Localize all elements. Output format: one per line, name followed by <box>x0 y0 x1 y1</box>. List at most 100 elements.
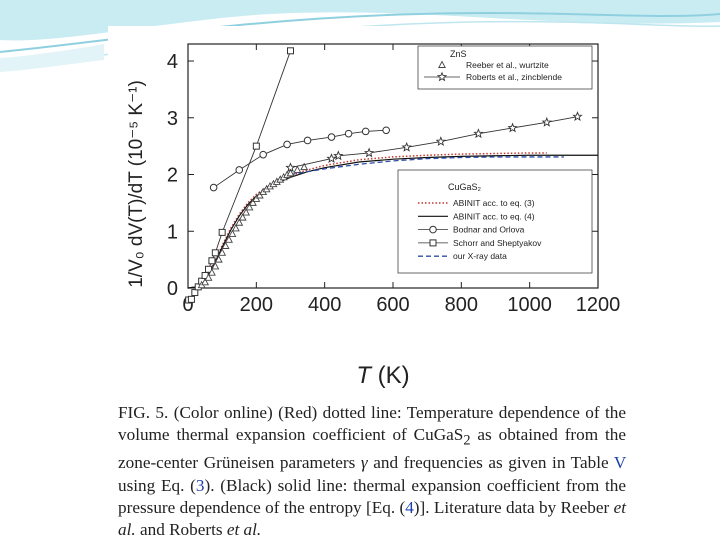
x-tick-label-400: 400 <box>308 294 341 316</box>
caption-text-1: (Color online) (Red) dotted line: Temper… <box>118 403 626 445</box>
caption-etal-2: et al. <box>226 520 262 540</box>
data-point-bodnar-and-orlova-7 <box>361 127 370 136</box>
legend-cugas2-label-2: Bodnar and Orlova <box>453 225 525 235</box>
caption-text-4: using Eq. ( <box>118 475 196 495</box>
data-point-bodnar-and-orlova-8 <box>382 126 390 135</box>
slide-card <box>108 26 630 538</box>
left-corner-band <box>0 44 104 72</box>
data-point-reeber-et-al-wurtzite-7 <box>221 241 230 249</box>
y-axis-label: 1/V₀ dV(T)/dT (10⁻⁵ K⁻¹) <box>126 80 147 288</box>
caption-etal-1: et al. <box>118 498 626 540</box>
data-point-bodnar-and-orlova-1 <box>235 166 244 174</box>
y-tick-label-0: 0 <box>167 278 178 300</box>
legend-cugas2-label-1: ABINIT acc. to eq. (4) <box>453 211 535 221</box>
data-point-roberts-et-al-zincblende-6 <box>473 128 484 139</box>
data-point-roberts-et-al-zincblende-0 <box>285 162 296 173</box>
legend-cugas2: CuGaS₂ ABINIT acc. to eq. (3) ABINIT acc. … <box>397 169 593 274</box>
y-tick-label-4: 4 <box>167 51 178 73</box>
data-point-reeber-et-al-wurtzite-8 <box>225 235 233 243</box>
data-point-reeber-et-al-wurtzite-2 <box>204 273 213 281</box>
legend-zns-title: ZnS <box>450 49 467 59</box>
data-point-reeber-et-al-wurtzite-6 <box>218 248 227 256</box>
tick-marks <box>187 44 599 289</box>
data-point-roberts-et-al-zincblende-9 <box>572 111 583 122</box>
caption-text-5: ). (Black) solid line: thermal expansion… <box>118 475 627 518</box>
x-tick-label-0: 0 <box>182 294 193 316</box>
data-point-bodnar-and-orlova-5 <box>327 133 336 141</box>
data-point-roberts-et-al-zincblende-2 <box>333 150 344 161</box>
data-point-roberts-et-al-zincblende-7 <box>507 122 518 133</box>
figure-caption: FIG. 5. (Color online) (Red) dotted line… <box>118 402 626 542</box>
caption-eq4-link[interactable]: 4 <box>405 498 414 518</box>
data-point-reeber-et-al-wurtzite-12 <box>238 213 247 221</box>
x-tick-label-1000: 1000 <box>507 294 551 316</box>
y-tick-label-1: 1 <box>167 221 178 243</box>
data-point-schorr-and-sheptyakov-9 <box>218 228 226 236</box>
y-tick-label-2: 2 <box>167 165 178 187</box>
series-line-bodnar-and-orlova <box>213 129 387 188</box>
x-tick-label-1200: 1200 <box>576 294 621 316</box>
data-point-bodnar-and-orlova-2 <box>259 150 267 159</box>
data-point-roberts-et-al-zincblende-5 <box>435 136 446 147</box>
series-roberts-et-al-zincblende <box>285 111 583 173</box>
data-point-reeber-et-al-wurtzite-4 <box>211 261 220 270</box>
x-axis-label-symbol: T <box>356 362 373 389</box>
data-point-reeber-et-al-wurtzite-1 <box>201 277 210 286</box>
series-reeber-et-al-wurtzite <box>197 162 309 289</box>
data-point-reeber-et-al-wurtzite-9 <box>228 229 237 238</box>
data-point-reeber-et-al-wurtzite-27 <box>293 165 302 173</box>
data-point-bodnar-and-orlova-0 <box>209 183 218 192</box>
caption-text-3: and frequencies as given in Table <box>367 453 614 473</box>
data-point-reeber-et-al-wurtzite-14 <box>245 202 254 211</box>
data-point-reeber-et-al-wurtzite-11 <box>235 218 244 226</box>
data-point-reeber-et-al-wurtzite-26 <box>286 168 295 177</box>
data-point-reeber-et-al-wurtzite-28 <box>300 162 309 171</box>
caption-table-link[interactable]: V <box>613 453 626 473</box>
legend-zns-marker-1 <box>436 71 448 82</box>
series-line-our-x-ray-data <box>290 156 564 176</box>
legend-zns-label-0: Reeber et al., wurtzite <box>466 60 549 70</box>
caption-subscript-2: 2 <box>463 432 471 449</box>
legend-zns-label-1: Roberts et al., zincblende <box>466 72 562 82</box>
data-point-roberts-et-al-zincblende-1 <box>326 153 337 164</box>
data-point-roberts-et-al-zincblende-3 <box>363 147 375 158</box>
x-tick-label-200: 200 <box>240 294 273 316</box>
caption-eq3-link[interactable]: 3 <box>195 475 205 495</box>
caption-text-2: as obtained from the zone-center Grüneis… <box>118 425 626 473</box>
data-point-bodnar-and-orlova-3 <box>283 140 291 149</box>
data-point-schorr-and-sheptyakov-2 <box>191 289 199 297</box>
tick-labels: 0 200 400 600 800 1000 1200 0 1 2 3 4 <box>167 51 620 316</box>
top-wave-band <box>0 0 720 41</box>
data-point-reeber-et-al-wurtzite-10 <box>231 223 240 232</box>
series-abinit-acc-to-eq-3 <box>187 152 547 289</box>
y-tick-label-3: 3 <box>167 108 178 130</box>
x-tick-label-800: 800 <box>445 294 478 316</box>
legend-cugas2-marker-3 <box>429 239 437 247</box>
caption-text-6: )]. Literature data by Reeber <box>413 498 614 518</box>
series-our-x-ray-data <box>290 156 564 176</box>
data-point-reeber-et-al-wurtzite-15 <box>248 198 257 206</box>
x-axis-label-unit: (K) <box>371 362 410 389</box>
legend-zns-marker-0 <box>438 60 446 68</box>
data-point-schorr-and-sheptyakov-8 <box>211 249 219 257</box>
caption-text-7: and Roberts <box>135 520 227 540</box>
data-point-reeber-et-al-wurtzite-5 <box>214 255 223 263</box>
data-point-reeber-et-al-wurtzite-13 <box>242 208 251 216</box>
x-tick-label-600: 600 <box>376 294 409 316</box>
data-point-schorr-and-sheptyakov-11 <box>287 47 294 55</box>
data-point-roberts-et-al-zincblende-8 <box>541 116 552 127</box>
series-schorr-and-sheptyakov <box>185 47 294 304</box>
legend-cugas2-label-3: Schorr and Sheptyakov <box>453 238 542 248</box>
caption-gamma: γ <box>360 453 368 473</box>
data-point-schorr-and-sheptyakov-1 <box>187 295 195 303</box>
data-point-reeber-et-al-wurtzite-3 <box>207 268 216 276</box>
data-point-schorr-and-sheptyakov-10 <box>252 142 260 150</box>
data-point-bodnar-and-orlova-4 <box>303 136 312 145</box>
series-bodnar-and-orlova <box>209 126 390 192</box>
data-point-bodnar-and-orlova-6 <box>344 129 353 138</box>
series-line-schorr-and-sheptyakov <box>188 50 291 301</box>
series-layer <box>185 47 598 304</box>
